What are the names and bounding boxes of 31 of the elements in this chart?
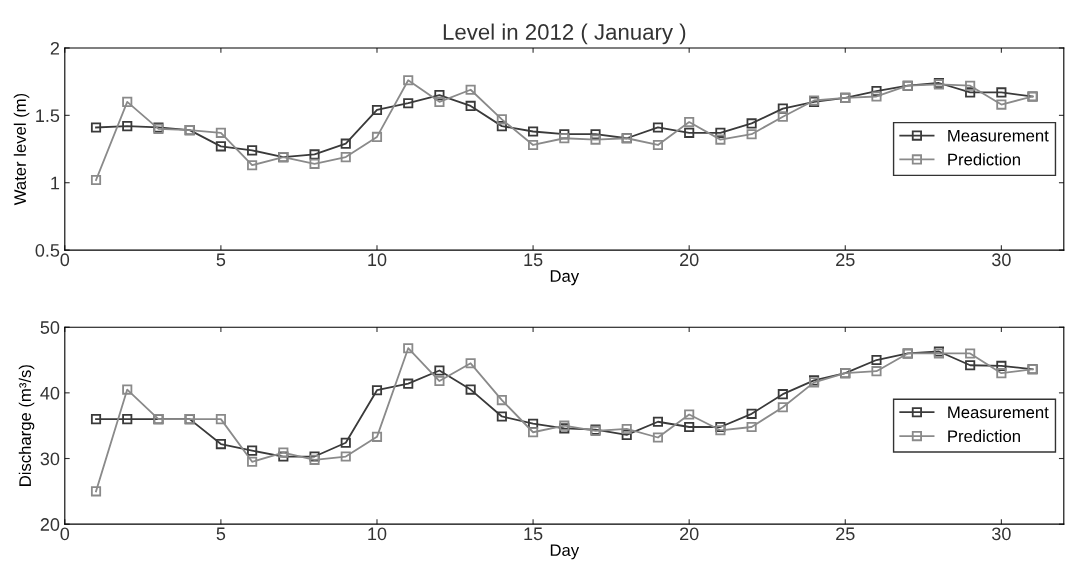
y-axis-title: Water level (m) (13, 93, 30, 206)
y-tick-label: 2 (50, 41, 60, 55)
x-tick-label: 30 (992, 527, 1011, 541)
x-tick-label: 5 (216, 527, 226, 541)
x-axis-title: Day (550, 270, 580, 286)
x-tick-label: 20 (680, 253, 699, 267)
x-tick-label: 15 (524, 253, 543, 267)
x-tick-label: 5 (216, 253, 226, 267)
legend-label: Prediction (948, 153, 1020, 166)
y-axis-title: Discharge (m³/s) (18, 365, 35, 486)
y-tick-label: 1.5 (36, 109, 60, 123)
legend-label: Measurement (948, 129, 1049, 142)
y-tick-label: 0.5 (35, 244, 60, 257)
x-tick-label: 20 (680, 527, 699, 541)
legend-label: Prediction (948, 429, 1020, 443)
x-tick-label: 10 (368, 253, 387, 267)
x-tick-label: 0 (60, 253, 70, 267)
y-tick-label: 1 (51, 176, 60, 190)
x-tick-label: 25 (836, 527, 855, 541)
y-tick-label: 50 (40, 321, 60, 334)
x-axis-title: Day (550, 544, 580, 560)
x-tick-label: 0 (60, 527, 70, 541)
y-tick-label: 20 (40, 518, 60, 531)
x-tick-label: 25 (836, 253, 855, 267)
x-tick-label: 30 (992, 253, 1011, 267)
chart-title: Level in 2012 ( January ) (443, 23, 686, 45)
y-tick-label: 30 (40, 452, 60, 466)
y-tick-label: 40 (40, 386, 60, 400)
x-tick-label: 15 (524, 527, 543, 541)
x-tick-label: 10 (368, 527, 387, 541)
legend-label: Measurement (948, 406, 1049, 419)
